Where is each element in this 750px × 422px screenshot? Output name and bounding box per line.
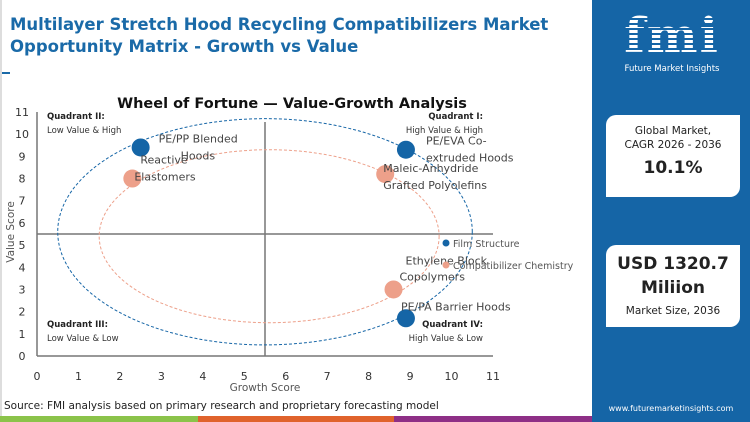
legend-label: Compatibilizer Chemistry bbox=[453, 261, 574, 272]
cagr-label-1: Global Market, bbox=[634, 125, 712, 137]
chart-panel: Multilayer Stretch Hood Recycling Compat… bbox=[0, 0, 549, 416]
opportunity-matrix-chart: Wheel of Fortune — Value-Growth Analysis… bbox=[5, 96, 574, 394]
x-tick-label: 9 bbox=[407, 370, 414, 383]
market-size-value-2: Miliion bbox=[640, 278, 705, 298]
data-point bbox=[131, 138, 150, 157]
color-strip-orange bbox=[198, 416, 394, 422]
data-label: PE/PP Blended Hoods bbox=[159, 132, 238, 162]
y-tick-label: 7 bbox=[19, 195, 26, 208]
legend-label: Film Structure bbox=[453, 239, 520, 250]
legend-marker bbox=[442, 239, 450, 247]
x-tick-label: 7 bbox=[324, 370, 331, 383]
market-size-value-1: USD 1320.7 bbox=[617, 254, 729, 274]
data-label: PE/EVA Co-extruded Hoods bbox=[426, 135, 514, 165]
y-tick-label: 5 bbox=[19, 239, 26, 252]
data-label: Ethylene Block Copolymers bbox=[400, 254, 488, 283]
quadrant-title: Quadrant II: bbox=[47, 112, 105, 122]
y-tick-label: 10 bbox=[15, 128, 29, 141]
market-size-label: Market Size, 2036 bbox=[625, 305, 721, 317]
logo-text: Future Market Insights bbox=[624, 64, 720, 74]
data-point bbox=[396, 140, 415, 159]
x-tick-label: 4 bbox=[199, 370, 206, 383]
logo-mark: fmi bbox=[617, 10, 727, 62]
x-tick-label: 0 bbox=[34, 370, 41, 383]
page-title: Multilayer Stretch Hood Recycling Compat… bbox=[10, 15, 549, 56]
legend-marker bbox=[442, 261, 450, 269]
x-tick-label: 1 bbox=[75, 370, 82, 383]
data-label: Maleic-Anhydride Grafted Polyolefins bbox=[383, 162, 487, 192]
y-tick-label: 9 bbox=[19, 150, 26, 163]
color-strip-green bbox=[0, 416, 198, 422]
wheel-ring-film-structure bbox=[57, 118, 473, 346]
y-axis-label: Value Score bbox=[5, 201, 17, 263]
quadrant-description: Low Value & High bbox=[47, 126, 121, 136]
market-size-card: USD 1320.7 Miliion Market Size, 2036 bbox=[606, 245, 740, 327]
quadrant-title: Quadrant III: bbox=[47, 320, 108, 330]
y-tick-label: 1 bbox=[19, 328, 26, 341]
y-tick-label: 11 bbox=[15, 106, 29, 119]
quadrant-description: High Value & High bbox=[406, 126, 483, 136]
data-label: PE/PA Barrier Hoods bbox=[401, 300, 511, 313]
fmi-logo: fmi Future Market Insights bbox=[617, 10, 727, 74]
data-point bbox=[384, 280, 403, 299]
quadrant-description: Low Value & Low bbox=[47, 334, 119, 344]
cagr-value: 10.1% bbox=[643, 158, 703, 178]
y-tick-label: 6 bbox=[19, 217, 26, 230]
chart-title: Wheel of Fortune — Value-Growth Analysis bbox=[117, 96, 467, 112]
sidebar: fmi Future Market Insights Global Market… bbox=[592, 0, 750, 422]
cagr-card: Global Market, CAGR 2026 - 2036 10.1% bbox=[606, 115, 740, 197]
data-label: Reactive Elastomers bbox=[134, 154, 196, 184]
x-tick-label: 3 bbox=[158, 370, 165, 383]
x-tick-label: 11 bbox=[486, 370, 500, 383]
source-note: Source: FMI analysis based on primary re… bbox=[4, 400, 439, 412]
y-tick-label: 0 bbox=[19, 350, 26, 363]
y-tick-label: 8 bbox=[19, 173, 26, 186]
quadrant-title: Quadrant IV: bbox=[422, 320, 483, 330]
data-point bbox=[123, 169, 142, 188]
y-tick-label: 3 bbox=[19, 283, 26, 296]
x-tick-label: 10 bbox=[445, 370, 459, 383]
wheel-ring-compatibilizer-chemistry bbox=[98, 149, 440, 324]
x-tick-label: 6 bbox=[282, 370, 289, 383]
data-point bbox=[376, 165, 395, 184]
x-tick-label: 8 bbox=[365, 370, 372, 383]
y-tick-label: 2 bbox=[19, 306, 26, 319]
website-url: www.futuremarketinsights.com bbox=[608, 404, 734, 413]
x-axis-label: Growth Score bbox=[230, 382, 301, 394]
quadrant-description: High Value & Low bbox=[409, 334, 483, 344]
y-tick-label: 4 bbox=[19, 261, 26, 274]
title-accent bbox=[2, 72, 10, 74]
quadrant-title: Quadrant I: bbox=[428, 112, 483, 122]
x-tick-label: 5 bbox=[241, 370, 248, 383]
data-point bbox=[396, 309, 415, 328]
cagr-label-2: CAGR 2026 - 2036 bbox=[624, 139, 722, 151]
x-tick-label: 2 bbox=[116, 370, 123, 383]
color-strip-purple bbox=[394, 416, 592, 422]
